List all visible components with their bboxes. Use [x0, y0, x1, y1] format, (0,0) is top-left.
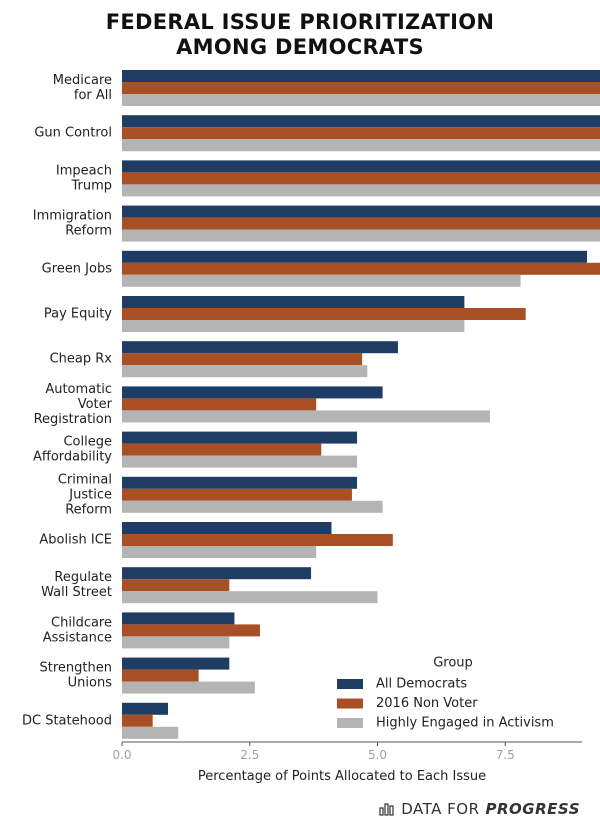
- category-label: Immigration: [33, 209, 112, 224]
- category-label: Reform: [65, 502, 112, 517]
- bar-chart-icon: [379, 803, 394, 816]
- bar: [122, 139, 600, 152]
- category-label: Strengthen: [40, 661, 112, 676]
- bar: [122, 341, 398, 354]
- category-label: Wall Street: [41, 585, 112, 600]
- bar: [122, 500, 383, 513]
- bar: [122, 296, 465, 308]
- legend-swatch: [337, 698, 363, 709]
- bar: [122, 669, 199, 682]
- category-label: Abolish ICE: [39, 533, 112, 548]
- bar: [122, 127, 600, 140]
- category-label: Criminal: [58, 472, 112, 487]
- bar: [122, 546, 317, 558]
- bar: [122, 681, 255, 694]
- legend-swatch: [337, 718, 363, 728]
- bar: [122, 274, 521, 287]
- bar: [122, 455, 358, 468]
- chart-title: FEDERAL ISSUE PRIORITIZATION AMONG DEMOC…: [0, 10, 600, 60]
- legend-title: Group: [433, 656, 473, 671]
- category-label: Voter: [78, 397, 113, 412]
- bar: [122, 250, 588, 263]
- bar: [122, 591, 378, 604]
- bar: [122, 205, 600, 218]
- category-label: Pay Equity: [44, 307, 112, 322]
- x-tick-label: 0.0: [112, 748, 131, 762]
- bar: [122, 229, 600, 242]
- bar: [122, 320, 465, 332]
- bar: [122, 657, 230, 670]
- x-tick-label: 2.5: [240, 748, 259, 762]
- category-label: Affordability: [33, 450, 112, 465]
- category-label: Trump: [70, 178, 112, 193]
- category-label: Justice: [68, 487, 112, 502]
- category-label: Automatic: [45, 382, 112, 397]
- bar: [122, 476, 358, 489]
- bar: [122, 702, 168, 715]
- bar: [122, 522, 332, 534]
- category-label: Childcare: [51, 615, 112, 630]
- category-label: Registration: [34, 412, 112, 427]
- bar: [122, 624, 260, 637]
- legend-label: All Democrats: [376, 677, 467, 692]
- bar: [122, 365, 368, 378]
- x-tick-label: 7.5: [496, 748, 515, 762]
- bar: [122, 172, 600, 185]
- legend-swatch: [337, 679, 363, 689]
- category-label: Regulate: [54, 570, 112, 585]
- bar: [122, 160, 600, 173]
- bar: [122, 714, 153, 727]
- bar: [122, 82, 600, 94]
- x-tick-label: 5.0: [368, 748, 387, 762]
- bar: [122, 488, 352, 501]
- bar: [122, 410, 490, 423]
- bar: [122, 217, 600, 230]
- bar: [122, 262, 600, 275]
- bar: [122, 94, 600, 106]
- bar: [122, 431, 358, 444]
- category-label: Cheap Rx: [50, 352, 113, 367]
- bar: [122, 636, 230, 649]
- brand-bold-text: PROGRESS: [485, 800, 580, 818]
- bar: [122, 534, 393, 546]
- bar: [122, 726, 179, 739]
- legend-label: Highly Engaged in Activism: [376, 716, 554, 731]
- category-label: Impeach: [56, 163, 112, 178]
- category-label: Assistance: [43, 630, 112, 645]
- bar: [122, 184, 600, 197]
- legend-label: 2016 Non Voter: [376, 696, 478, 711]
- brand-light-text: DATA FOR: [401, 800, 480, 818]
- category-label: Green Jobs: [42, 261, 113, 276]
- category-label: Gun Control: [34, 126, 112, 141]
- bar: [122, 115, 600, 128]
- category-label: for All: [74, 88, 112, 103]
- chart-title-line-2: AMONG DEMOCRATS: [176, 35, 424, 59]
- bar: [122, 70, 600, 82]
- bar: [122, 398, 317, 411]
- category-label: Unions: [68, 676, 113, 691]
- bar: [122, 612, 235, 625]
- x-axis-label: Percentage of Points Allocated to Each I…: [198, 769, 486, 784]
- bar: [122, 308, 526, 320]
- bar: [122, 579, 230, 592]
- category-label: College: [63, 435, 112, 450]
- chart-title-line-1: FEDERAL ISSUE PRIORITIZATION: [105, 10, 495, 34]
- brand-logo: DATA FOR PROGRESS: [379, 800, 580, 818]
- category-label: DC Statehood: [22, 713, 112, 728]
- bar: [122, 567, 312, 580]
- bar: [122, 353, 363, 366]
- category-label: Reform: [65, 224, 112, 239]
- bar: [122, 443, 322, 456]
- bar: [122, 386, 383, 399]
- category-label: Medicare: [53, 73, 112, 88]
